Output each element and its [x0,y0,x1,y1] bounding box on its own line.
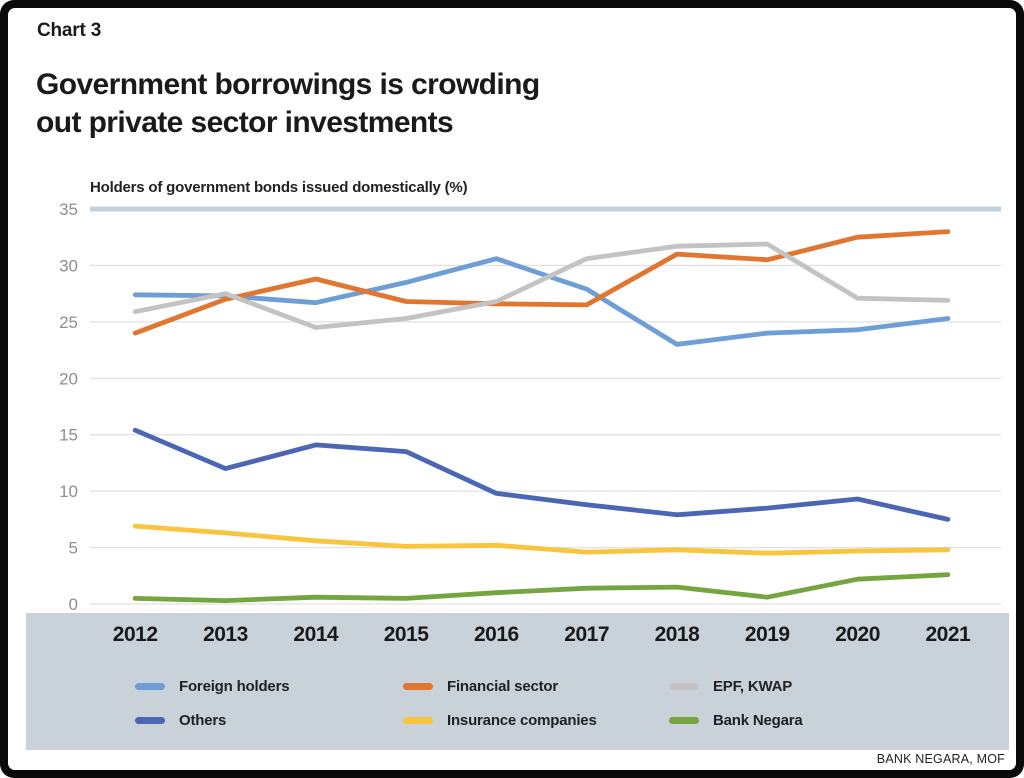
x-axis-label: 2017 [564,623,609,646]
legend-swatch-icon [403,682,433,690]
x-axis-label: 2015 [383,623,429,646]
legend-label: EPF, KWAP [713,677,793,695]
legend-label: Foreign holders [179,677,290,695]
legend: Foreign holders Financial sector EPF, KWAP… [26,613,1009,750]
legend-swatch-icon [135,716,165,724]
y-axis-tick-label: 15 [59,426,78,445]
x-axis-label: 2021 [925,623,971,646]
page-title: Government borrowings is crowding out pr… [36,68,540,139]
series-line-financial-sector [132,229,951,336]
chart-card: Chart 3 Government borrowings is crowdin… [8,8,1016,770]
series-line-foreign-holders [132,256,951,347]
x-axis-label: 2020 [835,623,880,646]
legend-label: Financial sector [447,677,559,695]
y-axis-tick-label: 0 [69,595,78,613]
x-axis-label: 2013 [203,623,248,646]
line-chart-plot: 0 5 10 15 20 25 30 35 [59,200,1001,613]
series-line-insurance-companies [132,523,951,556]
series-line-others [132,427,951,522]
legend-label: Bank Negara [713,711,803,729]
y-axis-tick-label: 30 [59,256,78,275]
series-line-epf-kwap [132,241,951,330]
legend-item-insurance-companies: Insurance companies [403,711,597,729]
source-attribution: BANK NEGARA, MOF [876,752,1005,766]
legend-swatch-icon [669,682,699,690]
x-axis-label: 2019 [744,623,790,646]
y-axis-tick-label: 5 [69,539,78,558]
chart-subtitle: Holders of government bonds issued domes… [90,179,468,196]
x-axis-label: 2014 [293,623,339,646]
x-axis-labels: 2012 2013 2014 2015 2016 2017 2018 2019 2020 2021 [26,623,1009,649]
legend-item-epf-kwap: EPF, KWAP [669,677,792,695]
legend-item-financial-sector: Financial sector [403,677,558,695]
x-axis-label: 2016 [473,623,519,646]
x-axis-label: 2012 [112,623,158,646]
x-axis-band: 2012 2013 2014 2015 2016 2017 2018 2019 2020 2021… [26,613,1009,750]
legend-item-bank-negara: Bank Negara [669,711,803,729]
y-axis-tick-label: 35 [59,200,78,219]
y-axis-tick-label: 25 [59,313,78,332]
y-axis-tick-label: 20 [59,369,78,388]
legend-swatch-icon [135,682,165,690]
chart-number-label: Chart 3 [37,20,102,41]
legend-item-others: Others [135,711,226,729]
series-line-bank-negara [132,572,951,603]
legend-label: Others [179,711,227,729]
legend-swatch-icon [403,716,433,724]
x-axis-label: 2018 [654,623,700,646]
legend-swatch-icon [669,716,699,724]
y-axis-tick-label: 10 [59,482,78,501]
legend-label: Insurance companies [447,711,597,729]
legend-item-foreign-holders: Foreign holders [135,677,290,695]
